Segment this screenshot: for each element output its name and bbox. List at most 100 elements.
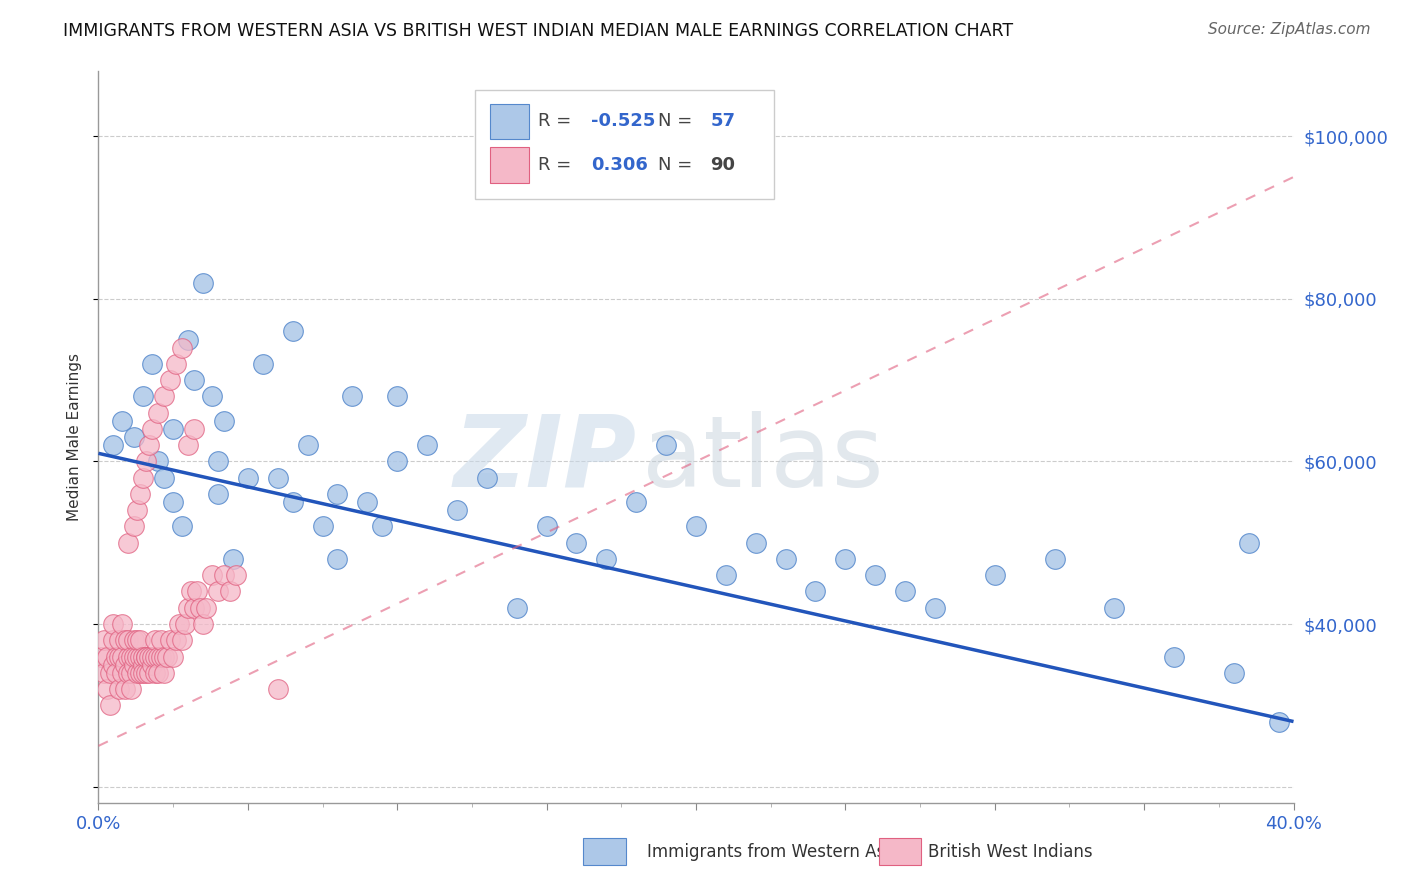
Text: atlas: atlas (643, 410, 884, 508)
Point (159, 373, 181, 387)
Point (536, 519, 558, 533)
Point (1104, 600, 1126, 615)
Point (138, 665, 160, 680)
Point (148, 665, 170, 680)
Point (138, 438, 160, 452)
Point (141, 649, 163, 664)
Text: Source: ZipAtlas.com: Source: ZipAtlas.com (1208, 22, 1371, 37)
Point (222, 552, 245, 566)
Point (177, 600, 200, 615)
Point (143, 665, 166, 680)
Point (132, 471, 155, 485)
Point (162, 422, 184, 436)
Point (148, 406, 170, 420)
Point (111, 665, 134, 680)
Point (143, 633, 166, 648)
Point (159, 633, 181, 648)
Point (108, 649, 131, 664)
Point (162, 495, 184, 509)
Point (162, 649, 184, 664)
Point (172, 341, 194, 355)
Point (201, 389, 224, 403)
Point (111, 617, 134, 632)
Point (267, 681, 290, 696)
Point (894, 584, 917, 599)
Point (207, 584, 229, 599)
Point (446, 503, 468, 517)
Point (132, 389, 155, 403)
Point (114, 681, 136, 696)
FancyBboxPatch shape (491, 103, 529, 138)
Point (148, 649, 170, 664)
Point (117, 649, 139, 664)
Point (1163, 649, 1185, 664)
Point (207, 454, 229, 468)
Point (385, 454, 409, 468)
Point (297, 438, 319, 452)
Point (865, 568, 887, 582)
Text: 0.306: 0.306 (591, 156, 648, 174)
Point (191, 617, 214, 632)
Point (267, 471, 290, 485)
Point (127, 503, 149, 517)
Point (141, 357, 163, 371)
Point (150, 649, 173, 664)
Point (103, 617, 125, 632)
Point (93, 665, 115, 680)
Point (120, 665, 142, 680)
FancyBboxPatch shape (475, 90, 773, 200)
Point (165, 633, 187, 648)
Point (135, 454, 157, 468)
Point (108, 633, 131, 648)
Point (371, 519, 394, 533)
Point (129, 487, 152, 501)
Point (111, 414, 134, 428)
Point (745, 535, 768, 549)
Point (132, 665, 155, 680)
Point (177, 438, 200, 452)
Point (385, 389, 409, 403)
Point (153, 665, 176, 680)
Point (172, 633, 194, 648)
Point (326, 552, 349, 566)
Point (714, 568, 737, 582)
Point (117, 665, 139, 680)
Point (141, 422, 163, 436)
Point (135, 649, 157, 664)
Point (188, 600, 211, 615)
Point (177, 333, 200, 347)
Point (132, 649, 155, 664)
Point (98, 665, 122, 680)
Point (281, 325, 304, 339)
Point (141, 657, 163, 672)
Point (111, 649, 134, 664)
Point (167, 617, 190, 632)
Point (96, 649, 118, 664)
Point (108, 681, 131, 696)
Point (1043, 552, 1066, 566)
Point (191, 276, 214, 290)
Point (138, 649, 160, 664)
Point (685, 519, 707, 533)
Point (984, 568, 1007, 582)
Point (135, 665, 157, 680)
Text: N =: N = (658, 156, 697, 174)
Point (124, 633, 146, 648)
Text: R =: R = (538, 112, 578, 130)
Point (183, 422, 205, 436)
Point (129, 665, 152, 680)
Point (105, 665, 128, 680)
Point (626, 495, 648, 509)
Point (775, 552, 797, 566)
Point (219, 584, 242, 599)
Point (924, 600, 946, 615)
Point (475, 471, 498, 485)
Point (114, 633, 136, 648)
Point (595, 552, 617, 566)
Point (127, 649, 149, 664)
Point (207, 487, 229, 501)
Point (103, 438, 125, 452)
Point (212, 568, 235, 582)
Point (96, 681, 118, 696)
Point (148, 454, 170, 468)
